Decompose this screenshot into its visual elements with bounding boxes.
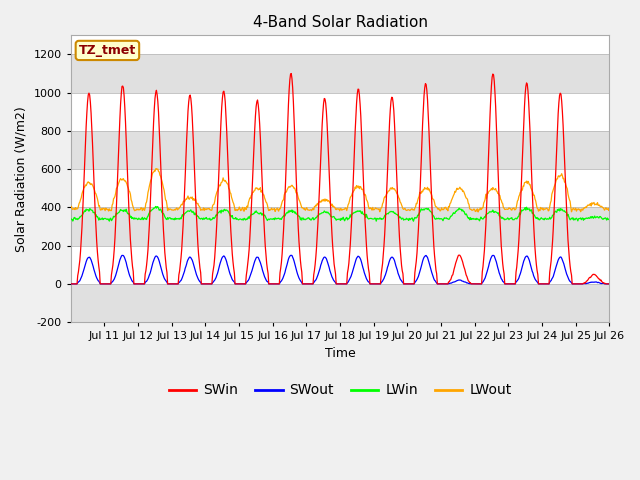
Bar xyxy=(70,284,609,322)
Text: TZ_tmet: TZ_tmet xyxy=(79,44,136,57)
X-axis label: Time: Time xyxy=(324,347,355,360)
Y-axis label: Solar Radiation (W/m2): Solar Radiation (W/m2) xyxy=(15,106,28,252)
Bar xyxy=(70,131,609,169)
Bar xyxy=(70,54,609,93)
Legend: SWin, SWout, LWin, LWout: SWin, SWout, LWin, LWout xyxy=(163,378,517,403)
Title: 4-Band Solar Radiation: 4-Band Solar Radiation xyxy=(253,15,428,30)
Bar xyxy=(70,207,609,246)
